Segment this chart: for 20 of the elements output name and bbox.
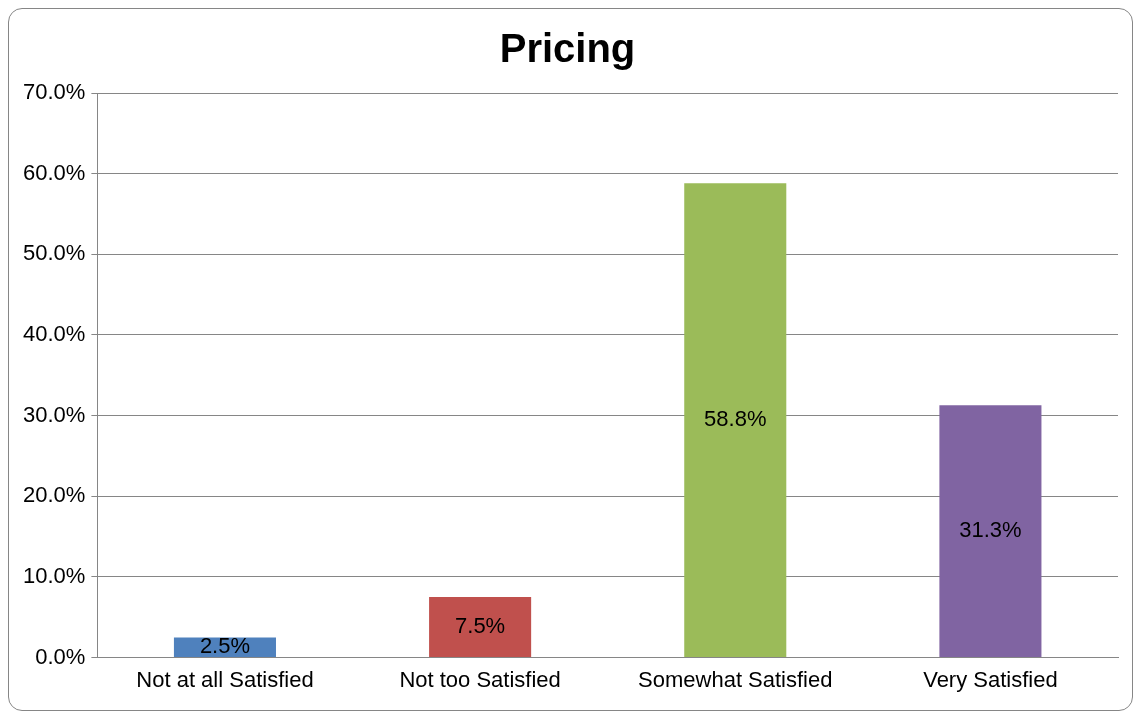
y-tick-label: 30.0% (22, 401, 86, 427)
x-tick-label: Not at all Satisfied (136, 666, 314, 692)
y-tick-label: 70.0% (22, 79, 86, 105)
y-tick-label: 0.0% (35, 643, 86, 669)
y-tick-label: 40.0% (22, 321, 86, 347)
data-label: 58.8% (704, 406, 767, 432)
bar (684, 183, 787, 658)
y-tick-label: 60.0% (22, 159, 86, 185)
y-tick-label: 50.0% (22, 240, 86, 266)
x-tick-label: Very Satisfied (923, 666, 1058, 692)
data-label: 7.5% (455, 613, 506, 639)
bar (939, 405, 1042, 658)
data-label: 2.5% (199, 633, 251, 659)
chart-title: Pricing (499, 26, 636, 71)
x-tick-label: Not too Satisfied (399, 666, 561, 692)
y-tick-label: 10.0% (22, 563, 86, 589)
x-tick-label: Somewhat Satisfied (638, 666, 833, 692)
data-label: 31.3% (959, 517, 1022, 543)
y-tick-label: 20.0% (22, 482, 86, 508)
bar (429, 597, 532, 658)
